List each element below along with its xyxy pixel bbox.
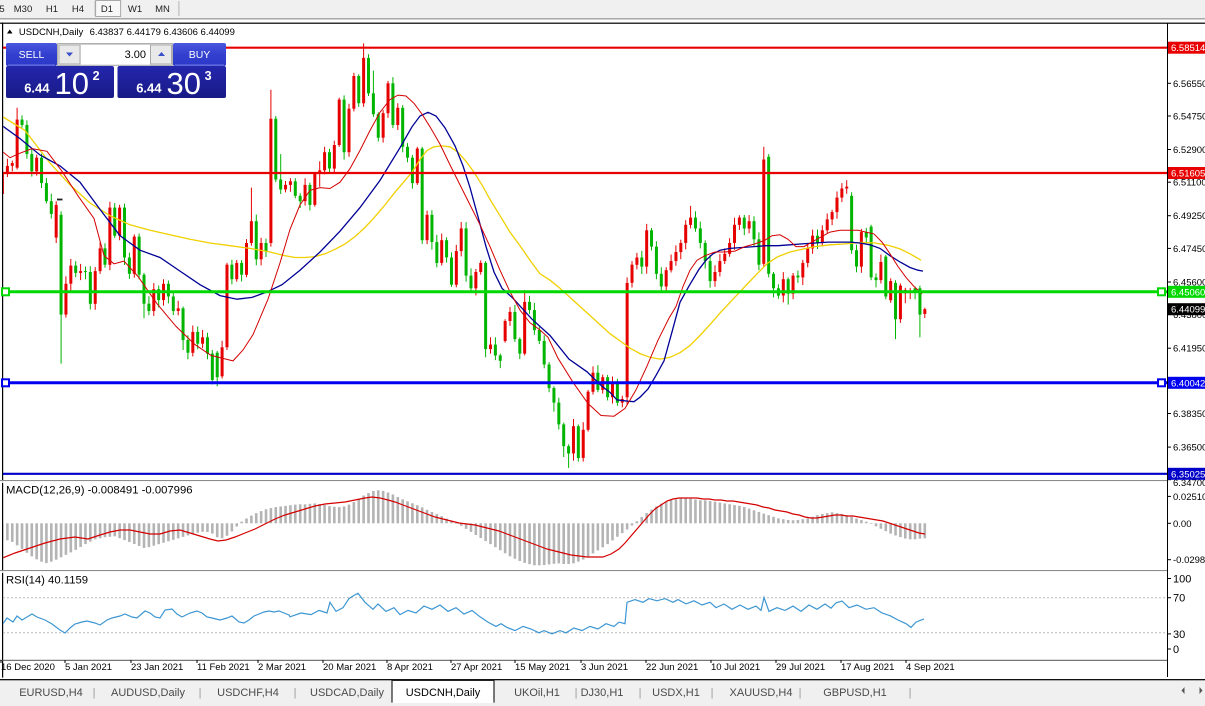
svg-text:10 Jul 2021: 10 Jul 2021 — [711, 662, 760, 673]
svg-text:XAUUSD,H4: XAUUSD,H4 — [730, 687, 793, 699]
svg-text:SELL: SELL — [19, 49, 45, 61]
svg-text:15 May 2021: 15 May 2021 — [515, 662, 570, 673]
svg-text:|: | — [711, 687, 714, 699]
svg-text:20 Mar 2021: 20 Mar 2021 — [323, 662, 376, 673]
svg-text:MN: MN — [155, 4, 170, 15]
svg-text:30: 30 — [1173, 629, 1185, 641]
svg-text:22 Jun 2021: 22 Jun 2021 — [646, 662, 698, 673]
svg-text:3 Jun 2021: 3 Jun 2021 — [581, 662, 628, 673]
svg-text:USDX,H1: USDX,H1 — [652, 687, 700, 699]
svg-text:GBPUSD,H1: GBPUSD,H1 — [823, 687, 887, 699]
svg-text:11 Feb 2021: 11 Feb 2021 — [197, 662, 250, 673]
svg-text:6.35025: 6.35025 — [1171, 469, 1205, 480]
svg-text:0: 0 — [1173, 644, 1179, 656]
svg-text:6.38350: 6.38350 — [1173, 409, 1205, 420]
svg-text:H1: H1 — [46, 4, 58, 15]
svg-text:|: | — [199, 687, 202, 699]
svg-text:10: 10 — [55, 66, 89, 101]
svg-text:DJ30,H1: DJ30,H1 — [581, 687, 624, 699]
svg-text:4 Sep 2021: 4 Sep 2021 — [906, 662, 955, 673]
svg-text:6.58514: 6.58514 — [1171, 43, 1205, 54]
svg-text:6.51605: 6.51605 — [1171, 169, 1205, 180]
svg-text:3: 3 — [205, 69, 212, 83]
svg-text:6.54750: 6.54750 — [1173, 112, 1205, 123]
svg-text:USDCNH,Daily: USDCNH,Daily — [406, 687, 481, 699]
svg-text:5: 5 — [0, 4, 5, 15]
svg-text:6.36500: 6.36500 — [1173, 443, 1205, 454]
svg-text:5 Jan 2021: 5 Jan 2021 — [65, 662, 112, 673]
svg-text:6.51100: 6.51100 — [1173, 178, 1205, 189]
svg-text:23 Jan 2021: 23 Jan 2021 — [131, 662, 183, 673]
svg-text:|: | — [639, 687, 642, 699]
svg-text:6.41950: 6.41950 — [1173, 344, 1205, 355]
svg-text:16 Dec 2020: 16 Dec 2020 — [1, 662, 55, 673]
svg-text:2: 2 — [93, 69, 100, 83]
svg-text:29 Jul 2021: 29 Jul 2021 — [776, 662, 825, 673]
svg-text:6.44: 6.44 — [24, 81, 50, 96]
svg-text:70: 70 — [1173, 593, 1185, 605]
svg-text:6.43800: 6.43800 — [1173, 310, 1205, 321]
svg-text:6.47450: 6.47450 — [1173, 244, 1205, 255]
svg-text:MACD(12,26,9) -0.008491 -0.007: MACD(12,26,9) -0.008491 -0.007996 — [6, 485, 193, 497]
svg-text:6.44: 6.44 — [136, 81, 162, 96]
svg-text:6.34700: 6.34700 — [1173, 478, 1205, 489]
svg-text:H4: H4 — [72, 4, 84, 15]
svg-text:6.49250: 6.49250 — [1173, 211, 1205, 222]
svg-text:6.43837 6.44179 6.43606 6.4409: 6.43837 6.44179 6.43606 6.44099 — [90, 27, 235, 38]
svg-text:USDCHF,H4: USDCHF,H4 — [217, 687, 279, 699]
svg-text:0.00: 0.00 — [1173, 519, 1192, 530]
svg-text:-0.02988: -0.02988 — [1173, 555, 1205, 566]
svg-text:USDCNH,Daily: USDCNH,Daily — [19, 27, 84, 38]
svg-text:2 Mar 2021: 2 Mar 2021 — [258, 662, 306, 673]
svg-text:BUY: BUY — [189, 49, 211, 61]
svg-text:6.52900: 6.52900 — [1173, 145, 1205, 156]
svg-text:8 Apr 2021: 8 Apr 2021 — [387, 662, 433, 673]
svg-text:UKOil,H1: UKOil,H1 — [514, 687, 560, 699]
svg-text:M30: M30 — [14, 4, 32, 15]
svg-text:|: | — [575, 687, 578, 699]
svg-text:RSI(14) 40.1159: RSI(14) 40.1159 — [6, 575, 88, 587]
svg-text:EURUSD,H4: EURUSD,H4 — [19, 687, 83, 699]
svg-text:3.00: 3.00 — [125, 49, 146, 61]
svg-text:17 Aug 2021: 17 Aug 2021 — [841, 662, 894, 673]
svg-text:6.40042: 6.40042 — [1171, 378, 1205, 389]
svg-text:D1: D1 — [101, 4, 113, 15]
svg-text:W1: W1 — [128, 4, 142, 15]
svg-text:|: | — [93, 687, 96, 699]
svg-text:6.56550: 6.56550 — [1173, 79, 1205, 90]
svg-text:USDCAD,Daily: USDCAD,Daily — [310, 687, 384, 699]
svg-text:6.45060: 6.45060 — [1171, 287, 1205, 298]
svg-text:30: 30 — [167, 66, 201, 101]
svg-text:0.025108: 0.025108 — [1173, 492, 1205, 503]
svg-text:100: 100 — [1173, 574, 1191, 586]
svg-text:AUDUSD,Daily: AUDUSD,Daily — [111, 687, 185, 699]
svg-text:|: | — [799, 687, 802, 699]
svg-text:27 Apr 2021: 27 Apr 2021 — [451, 662, 502, 673]
svg-text:6.45600: 6.45600 — [1173, 278, 1205, 289]
svg-text:|: | — [909, 687, 912, 699]
svg-text:6.44099: 6.44099 — [1171, 305, 1205, 316]
svg-text:|: | — [294, 687, 297, 699]
